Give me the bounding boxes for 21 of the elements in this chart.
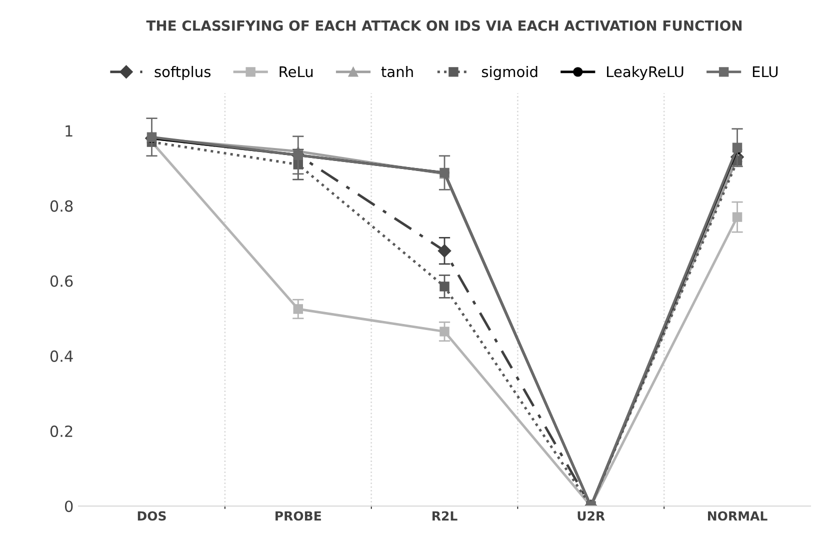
legend-label: softplus — [154, 66, 211, 80]
x-tick-label: U2R — [578, 511, 605, 521]
y-tick-label: 0 — [64, 500, 73, 512]
legend-label: sigmoid — [482, 66, 538, 80]
x-tick-label: DOS — [138, 511, 166, 521]
legend-label: ReLu — [280, 66, 313, 78]
y-tick-label: 0.8 — [50, 200, 73, 212]
x-tick-label: NORMAL — [708, 511, 768, 521]
y-tick-label: 0.4 — [50, 350, 73, 362]
y-tick-label: 0.2 — [50, 425, 72, 438]
point — [440, 326, 450, 336]
x-tick-label: PROBE — [276, 511, 321, 521]
y-tick-label: 1 — [66, 125, 72, 137]
x-tick-label: R2L — [432, 511, 458, 520]
legend-label: tanh — [381, 66, 413, 78]
legend-label: ELU — [752, 66, 778, 78]
chart-title: THE CLASSIFYING OF EACH ATTACK ON IDS VIA EACH ACTIVATION FUNCTION — [146, 20, 742, 31]
legend-label: LeakyReLU — [607, 66, 684, 80]
y-tick-label: 0.6 — [50, 275, 73, 287]
point — [440, 282, 450, 292]
point — [438, 244, 452, 258]
